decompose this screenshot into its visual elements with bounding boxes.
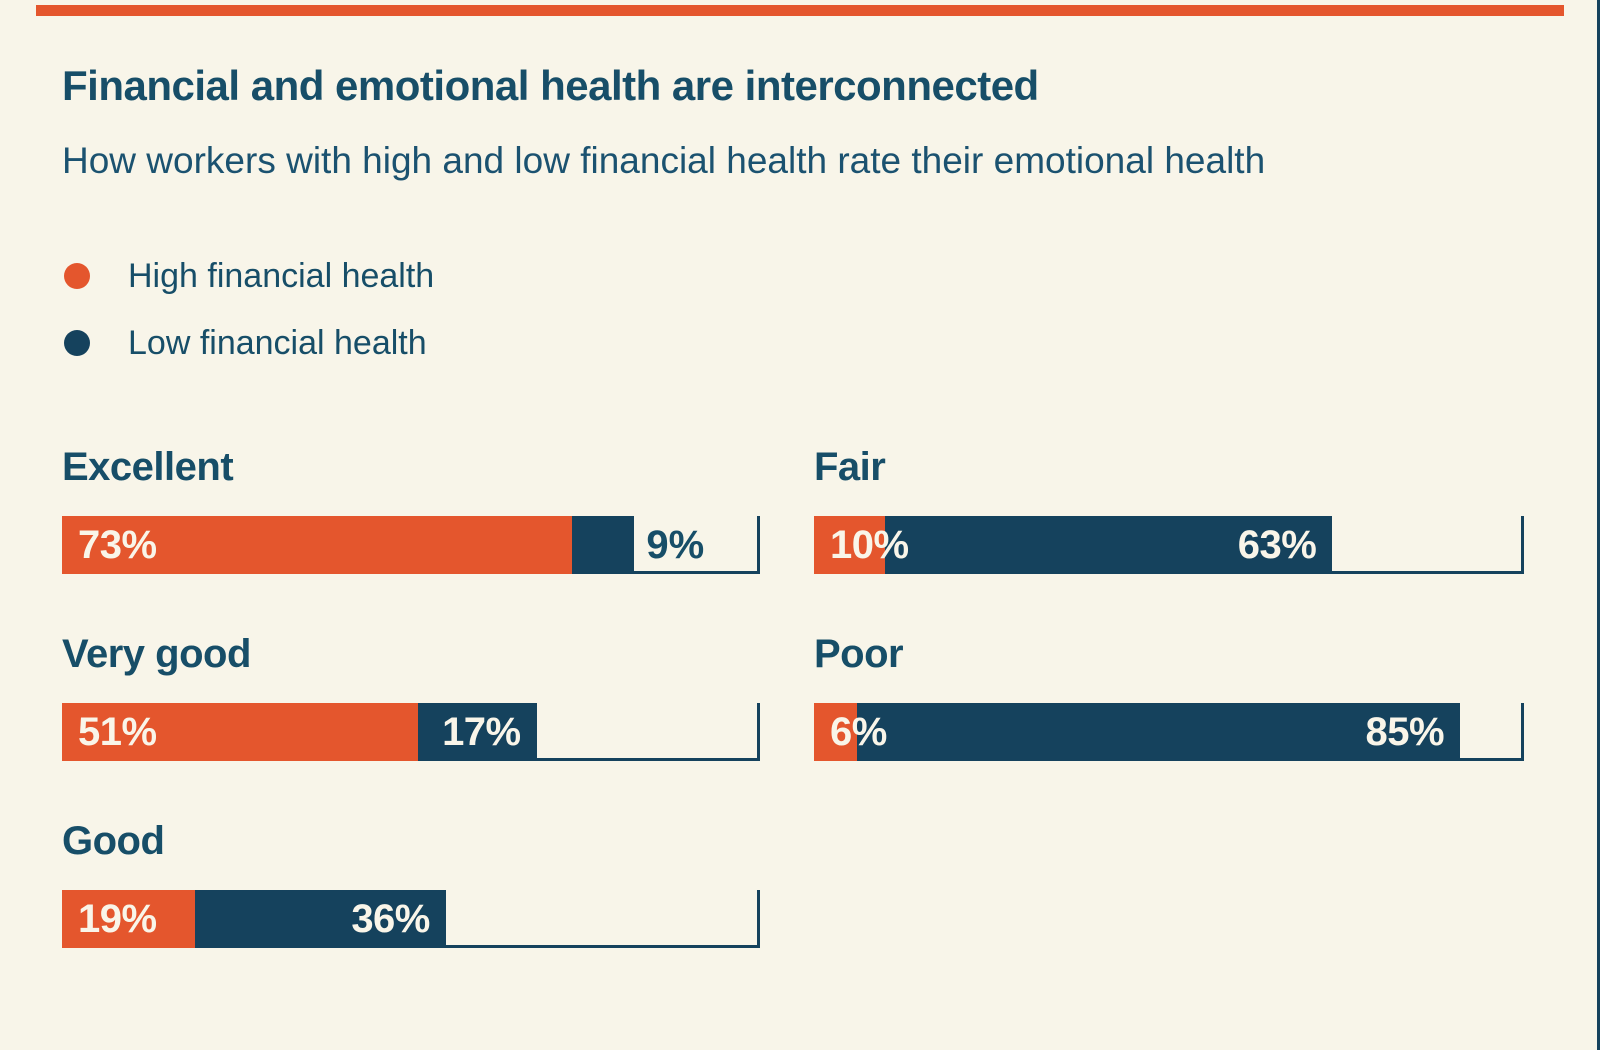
value-label-low-poor: 85%: [1365, 710, 1445, 754]
value-label-low-good: 36%: [351, 897, 430, 941]
chart-column-right: Fair 10% 63% Poor 6% 85%: [814, 444, 1524, 818]
legend-label-high: High financial health: [128, 256, 435, 295]
category-label-very-good: Very good: [62, 632, 251, 676]
top-accent-bar: [36, 5, 1564, 16]
value-label-high-poor: 6%: [830, 710, 887, 754]
legend: High financial health Low financial heal…: [64, 254, 434, 388]
bar-segment-high-excellent: 73%: [62, 516, 572, 574]
chart-subtitle: How workers with high and low financial …: [62, 140, 1266, 181]
bar-segment-low-poor: 85%: [856, 703, 1461, 761]
value-label-low-fair: 63%: [1237, 523, 1317, 567]
value-label-high-excellent: 73%: [78, 523, 157, 567]
bar-track-excellent: 73% 9%: [62, 516, 760, 574]
right-edge-line: [1597, 0, 1600, 1050]
value-label-high-very-good: 51%: [78, 710, 157, 754]
bar-track-very-good: 51% 17%: [62, 703, 760, 761]
axis-100-percent-tick: [757, 890, 760, 948]
bar-track-fair: 10% 63%: [814, 516, 1524, 574]
legend-dot-high-icon: [64, 263, 90, 289]
category-label-fair: Fair: [814, 445, 886, 489]
category-label-excellent: Excellent: [62, 445, 234, 489]
value-label-high-good: 19%: [78, 897, 157, 941]
category-label-good: Good: [62, 819, 165, 863]
legend-label-low: Low financial health: [128, 323, 427, 362]
chart-row-excellent: Excellent 73% 9%: [62, 444, 760, 574]
legend-item-low-financial-health: Low financial health: [64, 321, 434, 365]
value-label-low-very-good: 17%: [442, 710, 521, 754]
chart-row-very-good: Very good 51% 17%: [62, 631, 760, 761]
axis-100-percent-tick: [757, 703, 760, 761]
bar-segment-low-fair: 63%: [885, 516, 1333, 574]
bar-segment-low-excellent: [571, 516, 635, 574]
axis-100-percent-tick: [1521, 703, 1524, 761]
chart-column-left: Excellent 73% 9% Very good 51% 17% Good 19% 36%: [62, 444, 760, 1005]
chart-row-good: Good 19% 36%: [62, 818, 760, 948]
bar-segment-high-good: 19%: [62, 890, 195, 948]
bar-segment-high-poor: 6%: [814, 703, 887, 761]
bar-segment-high-fair: 10%: [814, 516, 909, 574]
value-label-low-excellent: 9%: [646, 523, 705, 567]
bar-segment-low-good: 36%: [194, 890, 446, 948]
chart-row-fair: Fair 10% 63%: [814, 444, 1524, 574]
chart-title: Financial and emotional health are inter…: [62, 62, 1039, 109]
bar-track-poor: 6% 85%: [814, 703, 1524, 761]
category-label-poor: Poor: [814, 632, 904, 676]
value-label-high-fair: 10%: [830, 523, 909, 567]
chart-row-poor: Poor 6% 85%: [814, 631, 1524, 761]
legend-dot-low-icon: [64, 330, 90, 356]
bar-track-good: 19% 36%: [62, 890, 760, 948]
axis-100-percent-tick: [1521, 516, 1524, 574]
bar-segment-low-very-good: 17%: [417, 703, 537, 761]
axis-100-percent-tick: [757, 516, 760, 574]
bar-segment-high-very-good: 51%: [62, 703, 418, 761]
legend-item-high-financial-health: High financial health: [64, 254, 434, 298]
